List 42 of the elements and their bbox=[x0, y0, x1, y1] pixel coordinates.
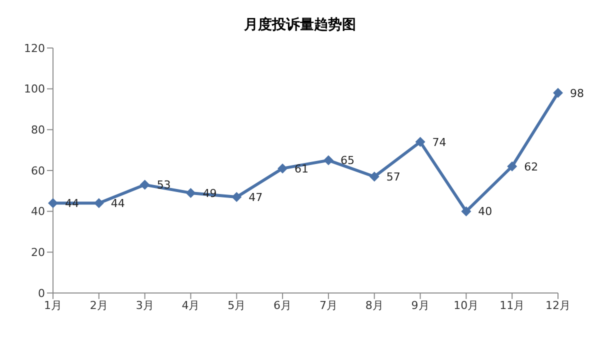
y-tick-label: 120 bbox=[24, 42, 45, 55]
data-label: 74 bbox=[432, 136, 446, 149]
x-tick-label: 3月 bbox=[136, 298, 154, 312]
point bbox=[553, 88, 563, 98]
x-tick-label: 7月 bbox=[319, 298, 338, 312]
point bbox=[507, 161, 518, 172]
x-tick-label: 10月 bbox=[454, 298, 479, 312]
data-label: 40 bbox=[478, 205, 492, 218]
chart-title: 月度投诉量趋势图 bbox=[243, 16, 357, 35]
data-label: 47 bbox=[248, 190, 263, 204]
point bbox=[278, 163, 288, 174]
point bbox=[140, 180, 150, 190]
x-tick-label: 12月 bbox=[546, 298, 570, 312]
point bbox=[232, 192, 242, 202]
x-tick-label: 9月 bbox=[411, 298, 430, 312]
data-label: 57 bbox=[386, 170, 400, 184]
y-tick-label: 40 bbox=[31, 205, 45, 218]
data-label: 65 bbox=[340, 154, 354, 168]
point bbox=[323, 155, 334, 166]
x-tick-label: 2月 bbox=[90, 298, 108, 312]
x-tick-label: 5月 bbox=[228, 298, 246, 312]
y-tick-label: 20 bbox=[31, 246, 45, 260]
data-label: 44 bbox=[65, 197, 79, 210]
y-tick-label: 100 bbox=[24, 82, 45, 96]
data-label: 62 bbox=[524, 160, 538, 174]
x-tick-label: 8月 bbox=[365, 298, 384, 312]
x-tick-label: 1月 bbox=[44, 298, 62, 312]
x-tick-label: 6月 bbox=[274, 298, 292, 312]
point bbox=[369, 172, 380, 182]
x-tick-label: 11月 bbox=[500, 298, 525, 312]
y-tick-label: 0 bbox=[38, 286, 45, 300]
point bbox=[94, 198, 104, 208]
point bbox=[48, 198, 58, 208]
point bbox=[461, 206, 472, 216]
y-tick-label: 60 bbox=[31, 164, 45, 178]
x-tick-label: 4月 bbox=[182, 298, 200, 312]
data-label: 44 bbox=[110, 197, 125, 210]
y-tick-label: 80 bbox=[31, 124, 45, 137]
point bbox=[186, 188, 196, 198]
data-label: 98 bbox=[570, 86, 584, 100]
point bbox=[415, 136, 426, 147]
data-label: 61 bbox=[294, 162, 309, 176]
